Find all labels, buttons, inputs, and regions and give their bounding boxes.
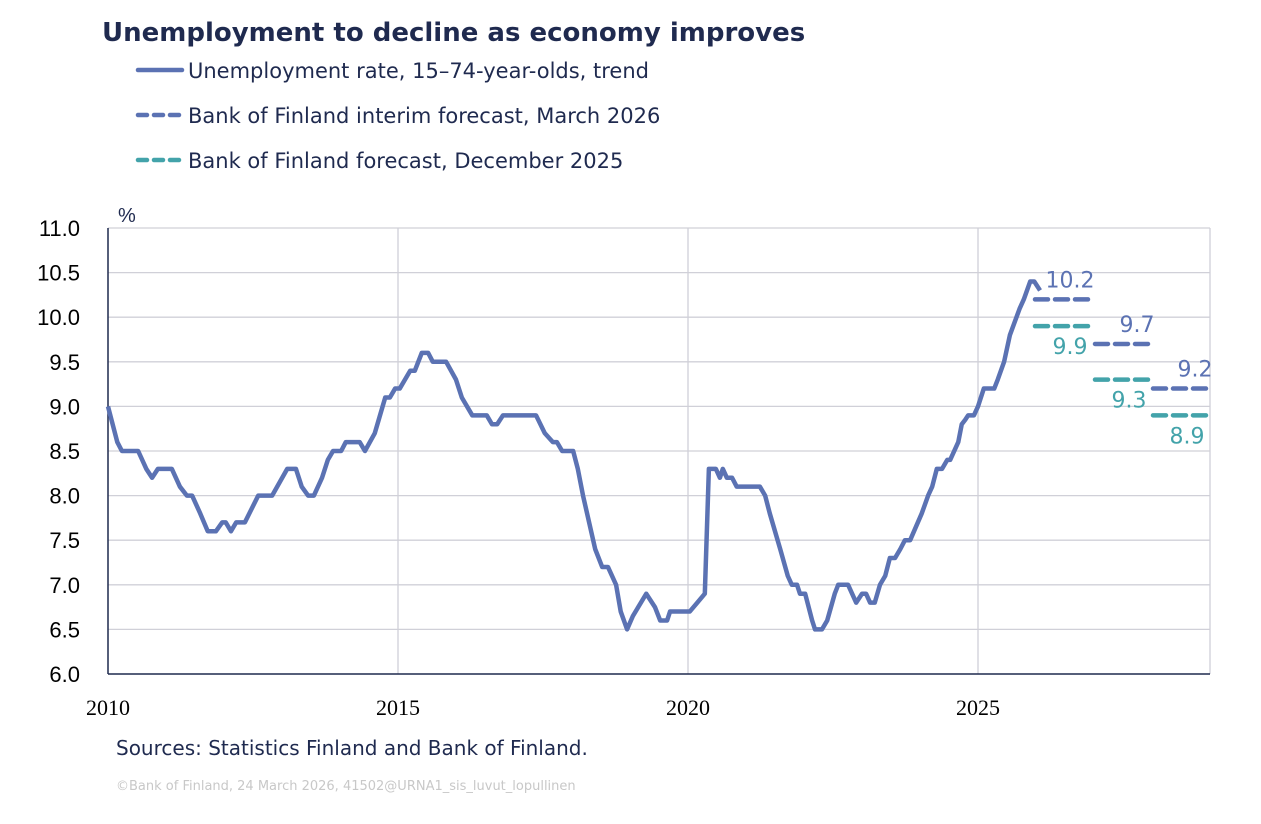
axes: 11.0 10.5 10.0 9.5 9.0 8.5 8.0 7.5 7.0 6.5 6.02010… [37, 216, 1210, 720]
y-tick-label: 9.5 [49, 350, 80, 375]
y-tick-label: 7.0 [49, 573, 80, 598]
legend-label: Unemployment rate, 15–74-year-olds, tren… [188, 59, 649, 83]
chart-title: Unemployment to decline as economy impro… [102, 18, 805, 48]
trend-line [105, 279, 1042, 632]
y-tick-label: 6.0 [49, 662, 80, 687]
copyright-note: ©Bank of Finland, 24 March 2026, 41502@U… [116, 779, 576, 794]
data-labels: 10.2 9.7 9.2 9.9 9.3 8.9 [1046, 268, 1213, 449]
x-tick-label: 2025 [956, 695, 1000, 720]
x-tick-label: 2010 [86, 695, 130, 720]
grid [108, 227, 1211, 674]
legend: Unemployment rate, 15–74-year-olds, tren… [135, 59, 660, 173]
y-tick-label: 7.5 [49, 528, 80, 553]
legend-item: Bank of Finland forecast, December 2025 [135, 149, 623, 173]
legend-label: Bank of Finland interim forecast, March … [188, 104, 660, 128]
forecast-value-label: 9.2 [1178, 358, 1213, 383]
forecast-value-label: 10.2 [1046, 268, 1095, 293]
legend-label: Bank of Finland forecast, December 2025 [188, 149, 623, 173]
forecast-value-label: 8.9 [1170, 424, 1205, 449]
y-tick-label: 8.5 [49, 439, 80, 464]
y-tick-label: 9.0 [49, 394, 80, 419]
legend-item: Bank of Finland interim forecast, March … [135, 104, 660, 128]
y-tick-label: 10.5 [37, 261, 80, 286]
forecast-value-label: 9.7 [1120, 313, 1155, 338]
legend-item: Unemployment rate, 15–74-year-olds, tren… [135, 59, 649, 83]
y-tick-label: 11.0 [39, 216, 80, 241]
x-tick-label: 2020 [666, 695, 710, 720]
forecast-value-label: 9.9 [1053, 335, 1088, 360]
series [105, 279, 1212, 632]
y-tick-label: 6.5 [49, 617, 80, 642]
sources-note: Sources: Statistics Finland and Bank of … [116, 736, 588, 760]
forecast-value-label: 9.3 [1112, 389, 1147, 414]
y-axis-unit: % [118, 205, 136, 227]
x-tick-label: 2015 [376, 695, 420, 720]
y-tick-label: 10.0 [37, 305, 80, 330]
y-tick-label: 8.0 [49, 484, 80, 509]
